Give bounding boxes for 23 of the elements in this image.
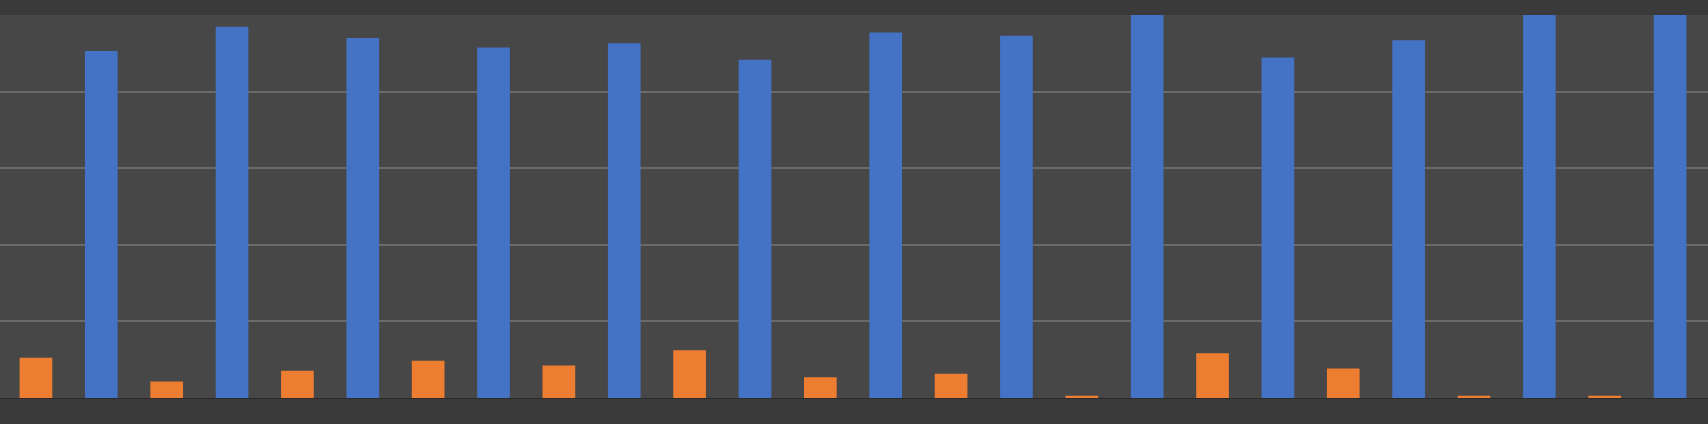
bar (1653, 15, 1687, 398)
bar (1523, 15, 1556, 398)
bar (84, 51, 118, 398)
bar (1000, 35, 1033, 398)
bar (1130, 15, 1164, 398)
bar (477, 47, 510, 398)
bar (346, 37, 380, 398)
bar (673, 350, 706, 398)
bar (215, 26, 249, 398)
bar (19, 357, 53, 398)
bar (738, 59, 772, 398)
bar (542, 365, 576, 398)
bar (1196, 353, 1229, 398)
bar (1261, 57, 1295, 398)
bar (411, 360, 445, 398)
bar (869, 32, 903, 398)
bar (150, 381, 184, 398)
bar (934, 373, 968, 398)
bar (1326, 368, 1360, 398)
bar (607, 43, 641, 398)
bar (281, 370, 314, 398)
bar (804, 377, 837, 398)
bar (1392, 40, 1425, 398)
